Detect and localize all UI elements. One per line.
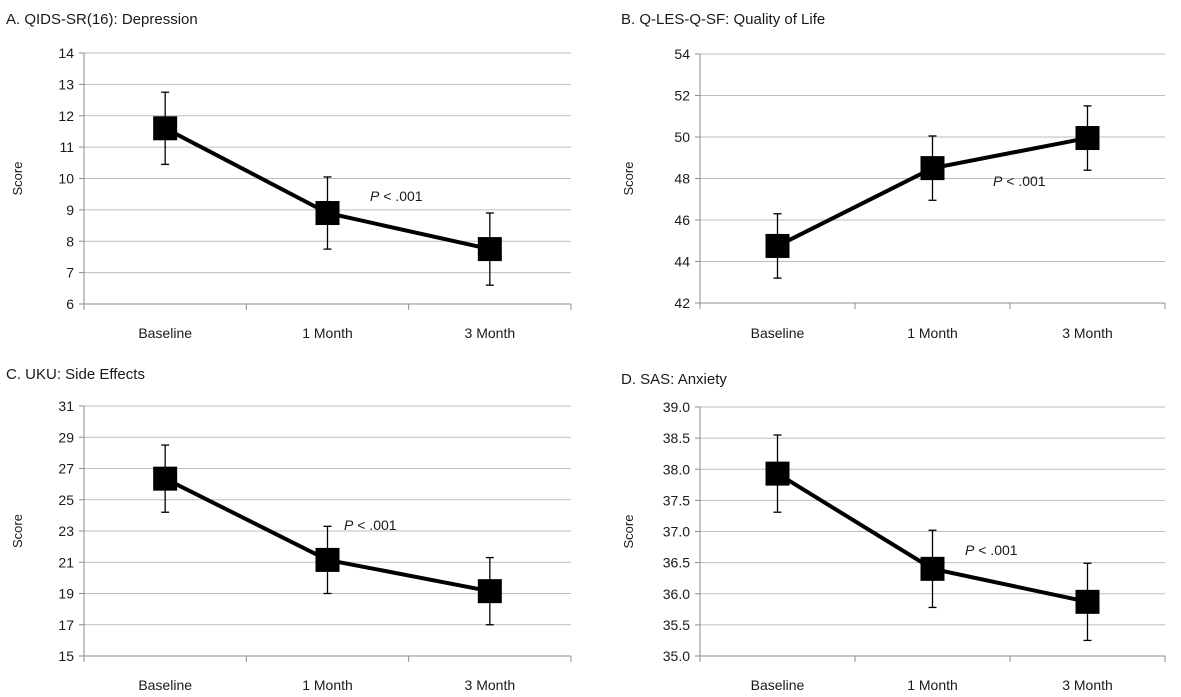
panel-a-y-tick-label: 11	[59, 139, 74, 155]
panel-a-y-tick-label: 12	[58, 108, 74, 124]
panel-b-title: B. Q-LES-Q-SF: Quality of Life	[621, 11, 825, 28]
panel-d-title: D. SAS: Anxiety	[621, 371, 727, 388]
panel-b-x-tick-label: 3 Month	[1062, 325, 1113, 341]
panel-c-y-tick-label: 21	[58, 554, 74, 570]
panel-c-y-tick-label: 29	[58, 429, 74, 445]
panel-a-title: A. QIDS-SR(16): Depression	[6, 11, 198, 28]
panel-c-group: C. UKU: Side Effects Score 31 29 27 25 23 21 19 1…	[6, 366, 572, 693]
panel-b-y-tick-label: 50	[674, 129, 690, 145]
panel-a-x-tick-label: Baseline	[138, 325, 192, 341]
panel-a-p-value-letter: P	[370, 188, 380, 204]
panel-c-x-tick-label: Baseline	[138, 677, 192, 692]
panel-b-y-tick-label: 46	[674, 212, 690, 228]
panel-a-point-marker	[315, 201, 340, 226]
panel-b-x-tick-label: Baseline	[751, 325, 805, 341]
panel-a-y-tick-label: 14	[58, 45, 74, 61]
panel-b-p-value-text: < .001	[1002, 173, 1045, 189]
panel-d-x-tick-label: Baseline	[751, 677, 805, 692]
panel-a-point-marker	[153, 116, 178, 141]
panel-a-y-tick-label: 13	[58, 76, 74, 92]
panel-c-y-axis-title: Score	[10, 514, 25, 548]
panel-b-y-tick-label: 42	[674, 295, 690, 311]
panel-a-y-tick-label: 8	[66, 233, 74, 249]
panel-c-y-tick-label: 27	[58, 461, 74, 477]
panel-d-x-tick-label: 1 Month	[907, 677, 958, 692]
panel-c-point-marker	[153, 466, 178, 491]
panel-a-x-tick-label: 3 Month	[465, 325, 516, 341]
panel-d-group: D. SAS: Anxiety Score 39.0 38.5 38.0 37.5 37.0…	[621, 371, 1166, 693]
panel-b-y-tick-label: 52	[674, 88, 690, 104]
panel-c-y-tick-label: 31	[58, 398, 74, 414]
panel-c-y-tick-label: 19	[58, 586, 74, 602]
panel-a-y-tick-label: 10	[58, 171, 74, 187]
panel-c-x-tick-label: 1 Month	[302, 677, 353, 692]
panel-a-y-tick-label: 6	[66, 296, 74, 312]
panel-c-y-tick-label: 15	[58, 648, 74, 664]
panel-b-x-tick-label: 1 Month	[907, 325, 958, 341]
panel-c-y-tick-label: 17	[58, 617, 74, 633]
panel-d-x-tick-label: 3 Month	[1062, 677, 1113, 692]
panel-a-point-marker	[477, 237, 502, 262]
panel-d-y-tick-label: 35.5	[663, 617, 690, 633]
panel-d-y-tick-label: 38.5	[663, 430, 690, 446]
panel-d-y-tick-label: 35.0	[663, 648, 690, 664]
panel-b-y-tick-label: 54	[674, 46, 690, 62]
panel-c-x-tick-label: 3 Month	[465, 677, 516, 692]
panel-d-y-tick-label: 37.0	[663, 524, 690, 540]
panel-d-y-tick-label: 37.5	[663, 492, 690, 508]
panel-c-y-tick-label: 23	[58, 523, 74, 539]
panel-d-point-marker	[765, 461, 790, 486]
panel-d-point-marker	[920, 556, 945, 581]
panel-d-y-tick-label: 36.5	[663, 555, 690, 571]
panel-c-p-value-annotation: P < .001	[344, 517, 397, 533]
panel-a-y-tick-label: 7	[66, 265, 74, 281]
panel-b-group: B. Q-LES-Q-SF: Quality of Life Score 54 52 5…	[621, 11, 1166, 341]
panel-c-point-marker	[315, 547, 340, 572]
panel-c-y-tick-label: 25	[58, 492, 74, 508]
panel-c-title: C. UKU: Side Effects	[6, 366, 145, 383]
panel-d-y-tick-label: 39.0	[663, 399, 690, 415]
panel-b-y-tick-label: 44	[674, 254, 690, 270]
panel-b-point-marker	[1075, 126, 1100, 151]
panel-b-y-axis-title: Score	[621, 162, 636, 196]
panel-b-point-marker	[765, 233, 790, 258]
panel-a-p-value-annotation: P < .001	[370, 188, 423, 204]
panel-d-y-tick-label: 36.0	[663, 586, 690, 602]
panel-a-group: A. QIDS-SR(16): Depression Score 14 13 12 11 1…	[6, 11, 572, 341]
panel-b-point-marker	[920, 156, 945, 181]
panel-d-p-value-annotation: P < .001	[965, 542, 1018, 558]
panel-b-p-value-annotation: P < .001	[993, 173, 1046, 189]
panel-c-p-value-letter: P	[344, 517, 354, 533]
panel-d-point-marker	[1075, 589, 1100, 614]
panel-b-p-value-letter: P	[993, 173, 1003, 189]
panel-d-p-value-letter: P	[965, 542, 975, 558]
panel-b-y-tick-label: 48	[674, 171, 690, 187]
panel-d-y-axis-title: Score	[621, 515, 636, 549]
panel-a-y-axis-title: Score	[10, 162, 25, 196]
panel-a-x-tick-label: 1 Month	[302, 325, 353, 341]
panel-a-p-value-text: < .001	[379, 188, 422, 204]
panel-d-y-tick-label: 38.0	[663, 461, 690, 477]
panel-c-point-marker	[477, 579, 502, 604]
panel-a-y-tick-label: 9	[66, 202, 74, 218]
panel-d-p-value-text: < .001	[974, 542, 1017, 558]
panel-c-p-value-text: < .001	[353, 517, 396, 533]
